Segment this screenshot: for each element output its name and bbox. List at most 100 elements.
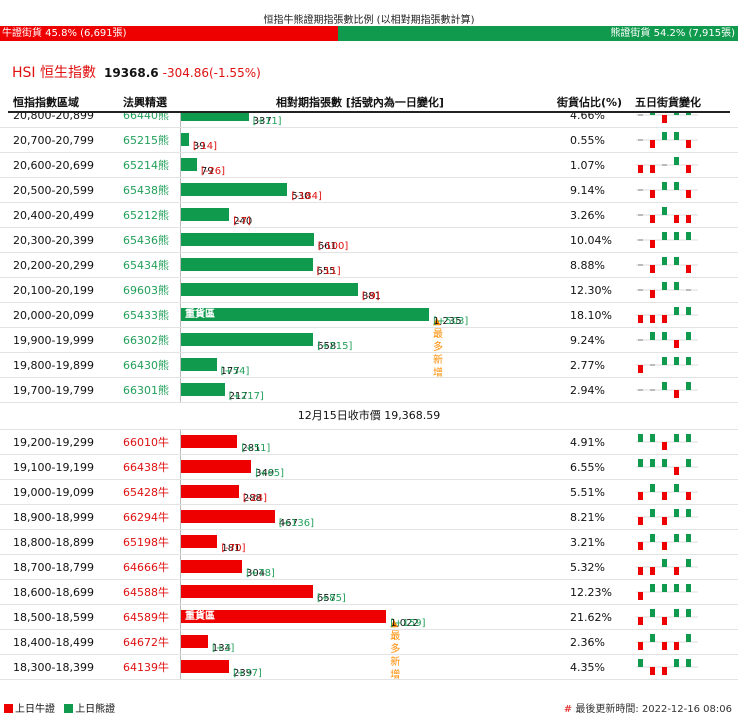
bear-legend-swatch: [64, 704, 74, 713]
bar-axis: [180, 203, 181, 227]
spark-bar: [650, 215, 655, 223]
warrant-code-link[interactable]: 66302熊: [123, 334, 169, 347]
col-pct: 街貨佔比(%): [557, 96, 623, 109]
warrant-code-link[interactable]: 64139牛: [123, 661, 169, 674]
count-change: [-184]: [291, 191, 322, 202]
spark-bar: [674, 609, 679, 617]
warrant-code-link[interactable]: 65212熊: [123, 209, 169, 222]
spark-bar: [650, 165, 655, 173]
count-value: 217: [228, 391, 248, 402]
legend: 上日牛證 上日熊證: [4, 700, 115, 715]
index-range: 20,800-20,899: [13, 113, 94, 122]
spark-bar: [650, 389, 655, 391]
spark-bar: [638, 189, 643, 191]
spark-bar: [674, 282, 679, 290]
count-value: 1,022: [390, 618, 419, 629]
spark-bar: [662, 667, 667, 675]
bear-legend-label: 上日熊證: [75, 704, 116, 715]
spark-bar: [650, 315, 655, 323]
share-percent: 5.32%: [570, 561, 605, 574]
share-percent: 12.23%: [570, 586, 612, 599]
spark-bar: [638, 214, 643, 216]
table-row: 19,200-19,299 66010牛 281 [+51] 4.91%: [0, 430, 738, 455]
spark-bar: [662, 382, 667, 390]
spark-bar: [686, 584, 691, 592]
spark-bar: [650, 534, 655, 542]
count-change: [+217]: [228, 391, 264, 402]
spark-bar: [650, 667, 655, 675]
spark-bar: [686, 609, 691, 617]
count-bar: 重貨區: [181, 610, 387, 623]
count-value: 530: [291, 191, 311, 202]
warrant-code-link[interactable]: 64588牛: [123, 586, 169, 599]
count-change: [+37]: [232, 668, 262, 679]
five-day-change-spark: [636, 509, 698, 525]
index-range: 18,300-18,399: [13, 661, 94, 674]
warrant-code-link[interactable]: 66294牛: [123, 511, 169, 524]
count-value: 658: [317, 341, 337, 352]
count-value: 288: [242, 493, 262, 504]
count-bar: [181, 283, 358, 296]
warrant-code-link[interactable]: 64589牛: [123, 611, 169, 624]
count-bar: [181, 233, 314, 246]
warrant-code-link[interactable]: 66430熊: [123, 359, 169, 372]
warrant-code-link[interactable]: 64666牛: [123, 561, 169, 574]
table-scroll-area[interactable]: 20,800-20,899 66440熊 337 [+11] 4.66% 20,700-…: [0, 113, 738, 691]
spark-bar: [686, 215, 691, 223]
index-range: 20,600-20,699: [13, 159, 94, 172]
warrant-code-link[interactable]: 65436熊: [123, 234, 169, 247]
table-row: 19,700-19,799 66301熊 217 [+217] 2.94%: [0, 378, 738, 403]
warrant-code-link[interactable]: 65434熊: [123, 259, 169, 272]
bar-axis: [180, 128, 181, 152]
warrant-code-link[interactable]: 65438熊: [123, 184, 169, 197]
col-code: 法興精選: [123, 96, 167, 109]
spark-bar: [674, 307, 679, 315]
warrant-code-link[interactable]: 66301熊: [123, 384, 169, 397]
warrant-code-link[interactable]: 69603熊: [123, 284, 169, 297]
bar-axis: [180, 530, 181, 554]
warrant-code-link[interactable]: 65428牛: [123, 486, 169, 499]
five-day-change-spark: [636, 182, 698, 198]
spark-bar: [674, 215, 679, 223]
warrant-code-link[interactable]: 66440熊: [123, 113, 169, 122]
spark-bar: [686, 265, 691, 273]
count-change: [+503]: [433, 316, 469, 327]
spark-bar: [662, 442, 667, 450]
table-row: 18,600-18,699 64588牛 657 [+85] 12.23%: [0, 580, 738, 605]
spark-bar: [686, 659, 691, 667]
count-change: [-24]: [242, 493, 267, 504]
count-value: 657: [316, 593, 337, 604]
warrant-code-link[interactable]: 66010牛: [123, 436, 169, 449]
spark-bar: [662, 315, 667, 323]
five-day-change-spark: [636, 559, 698, 575]
spark-bar: [674, 182, 679, 190]
five-day-change-spark: [636, 282, 698, 298]
spark-bar: [650, 434, 655, 442]
spark-bar: [650, 140, 655, 148]
warrant-code-link[interactable]: 66438牛: [123, 461, 169, 474]
spark-bar: [662, 517, 667, 525]
close-price-divider: 12月15日收市價 19,368.59: [0, 403, 738, 430]
count-change: [+78]: [246, 568, 275, 579]
warrant-code-link[interactable]: 65433熊: [123, 309, 169, 322]
count-change: [-11]: [316, 266, 341, 277]
heavy-zone-label: 重貨區: [185, 611, 215, 622]
spark-bar: [638, 289, 643, 291]
share-percent: 4.66%: [570, 113, 605, 122]
share-percent: 2.77%: [570, 359, 605, 372]
warrant-code-link[interactable]: 65215熊: [123, 134, 169, 147]
warrant-code-link[interactable]: 64672牛: [123, 636, 169, 649]
spark-bar: [674, 659, 679, 667]
spark-bar: [686, 332, 691, 340]
count-change: [+136]: [278, 518, 315, 529]
col-range: 恒指指數區域: [13, 96, 79, 109]
bar-axis: [180, 555, 181, 579]
warrant-code-link[interactable]: 65214熊: [123, 159, 169, 172]
warrant-code-link[interactable]: 65198牛: [123, 536, 169, 549]
share-percent: 9.14%: [570, 184, 605, 197]
spark-bar: [686, 307, 691, 315]
count-bar: [181, 333, 314, 346]
count-value: 181: [221, 543, 241, 554]
header-divider: [8, 111, 730, 113]
spark-bar: [662, 115, 667, 123]
